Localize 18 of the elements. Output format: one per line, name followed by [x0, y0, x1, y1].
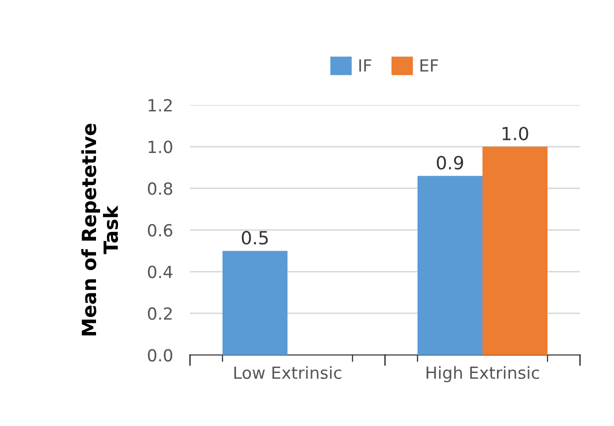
bar	[482, 146, 548, 355]
bar	[222, 250, 288, 355]
data-label: 0.9	[436, 156, 464, 170]
y-tick-label: 0.8	[148, 182, 172, 195]
x-tick-label: Low Extrinsic	[234, 366, 342, 380]
bar	[418, 176, 482, 355]
y-tick-label: 0.2	[148, 307, 172, 320]
data-label: 0.5	[242, 230, 268, 245]
y-tick-label: 1.2	[148, 98, 172, 112]
legend-label: EF	[420, 59, 438, 72]
x-tick-label: High Extrinsic	[426, 366, 539, 382]
y-axis-title: Mean of Repetetive Task	[81, 124, 118, 336]
y-tick-label: 0.6	[148, 224, 172, 237]
y-tick-label: 1.0	[148, 140, 172, 154]
legend-label: IF	[359, 59, 372, 72]
y-tick-label: 0.4	[148, 266, 172, 278]
data-label: 1.0	[502, 126, 528, 140]
y-tick-label: 0.0	[148, 348, 172, 362]
